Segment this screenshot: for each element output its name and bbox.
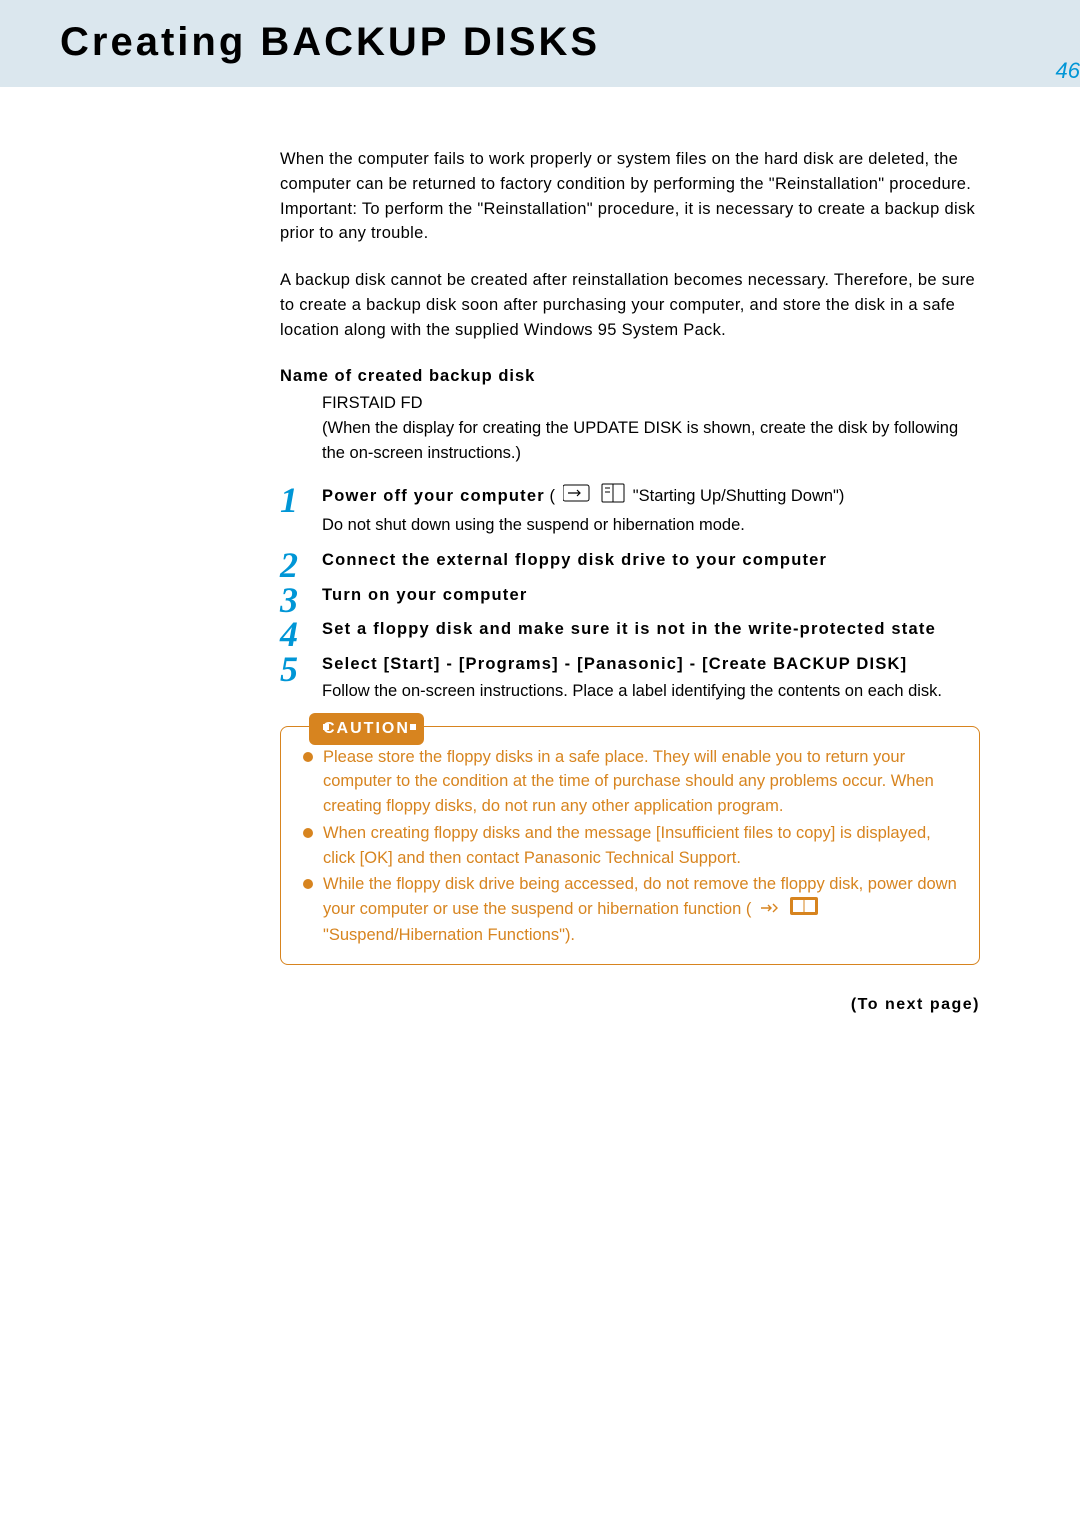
step-title: Set a floppy disk and make sure it is no… bbox=[322, 617, 980, 642]
book-icon bbox=[601, 483, 625, 511]
content-body: When the computer fails to work properly… bbox=[0, 87, 1080, 1017]
step-2: 2 Connect the external floppy disk drive… bbox=[280, 548, 980, 573]
step-4: 4 Set a floppy disk and make sure it is … bbox=[280, 617, 980, 642]
page-number: 46 bbox=[1056, 58, 1080, 84]
step-5: 5 Select [Start] - [Programs] - [Panason… bbox=[280, 652, 980, 704]
step-body: Follow the on-screen instructions. Place… bbox=[322, 679, 980, 704]
header-band: Creating BACKUP DISKS 46 bbox=[0, 0, 1080, 87]
to-next-page: (To next page) bbox=[280, 993, 980, 1017]
caution-text-pre: While the floppy disk drive being access… bbox=[323, 875, 957, 918]
step-title: Turn on your computer bbox=[322, 583, 980, 608]
backup-disk-name-block: FIRSTAID FD (When the display for creati… bbox=[280, 391, 980, 465]
backup-disk-name-label: Name of created backup disk bbox=[280, 364, 980, 389]
reference-manual-icon bbox=[790, 897, 818, 923]
pointing-hand-icon bbox=[759, 898, 779, 923]
pointing-hand-icon bbox=[563, 483, 591, 511]
page-title: Creating BACKUP DISKS bbox=[60, 20, 1050, 65]
open-paren: ( bbox=[549, 487, 555, 505]
intro-paragraph-2: A backup disk cannot be created after re… bbox=[280, 268, 980, 342]
backup-disk-name: FIRSTAID FD bbox=[322, 391, 980, 416]
caution-item: Please store the floppy disks in a safe … bbox=[301, 745, 959, 819]
step-title-post: "Starting Up/Shutting Down") bbox=[633, 487, 845, 505]
steps-list: 1 Power off your computer ( "Starting Up… bbox=[280, 483, 980, 703]
step-title: Power off your computer bbox=[322, 487, 545, 505]
caution-box: CAUTION Please store the floppy disks in… bbox=[280, 726, 980, 965]
step-1: 1 Power off your computer ( "Starting Up… bbox=[280, 483, 980, 538]
step-number: 5 bbox=[280, 642, 298, 696]
step-title: Connect the external floppy disk drive t… bbox=[322, 548, 980, 573]
caution-item: While the floppy disk drive being access… bbox=[301, 872, 959, 947]
step-title-line: Power off your computer ( "Starting Up/S… bbox=[322, 483, 980, 511]
intro-paragraph-1: When the computer fails to work properly… bbox=[280, 147, 980, 246]
caution-label: CAUTION bbox=[309, 713, 424, 745]
caution-item: When creating floppy disks and the messa… bbox=[301, 821, 959, 871]
caution-text-post: "Suspend/Hibernation Functions"). bbox=[323, 926, 575, 944]
step-number: 1 bbox=[280, 473, 298, 527]
step-title: Select [Start] - [Programs] - [Panasonic… bbox=[322, 652, 980, 677]
step-body: Do not shut down using the suspend or hi… bbox=[322, 513, 980, 538]
step-3: 3 Turn on your computer bbox=[280, 583, 980, 608]
backup-disk-note: (When the display for creating the UPDAT… bbox=[322, 416, 980, 466]
